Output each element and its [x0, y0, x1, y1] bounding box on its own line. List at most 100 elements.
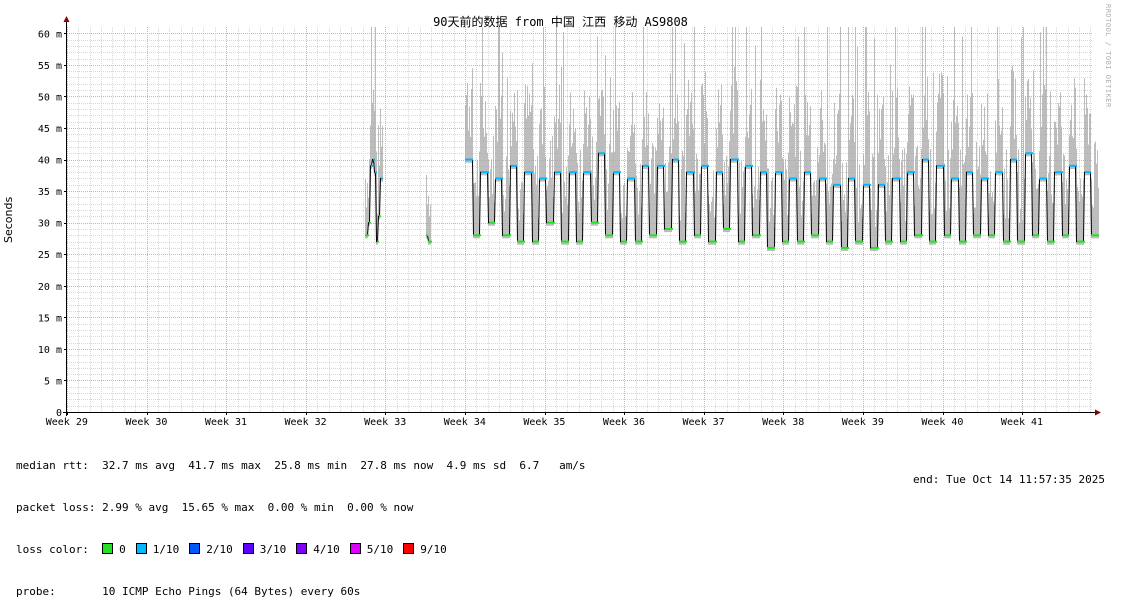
y-tick-label: 0	[56, 408, 62, 419]
median-rtt-point	[615, 171, 617, 174]
median-rtt-point	[893, 177, 895, 180]
median-rtt-point	[969, 171, 971, 174]
median-rtt-point	[755, 234, 757, 237]
median-rtt-line	[365, 159, 383, 243]
median-rtt-point	[687, 171, 689, 174]
median-rtt-point	[749, 164, 751, 167]
median-rtt-point	[529, 171, 531, 174]
median-rtt-point	[637, 240, 639, 243]
legend-item: 4/10	[296, 543, 340, 557]
median-rtt-point	[879, 183, 881, 186]
median-rtt-point	[729, 227, 731, 230]
median-rtt-point	[641, 240, 643, 243]
median-rtt-point	[515, 164, 517, 167]
median-rtt-point	[829, 240, 831, 243]
median-rtt-point	[1059, 171, 1061, 174]
x-tick-label: Week 41	[1001, 417, 1043, 428]
median-rtt-point	[1047, 240, 1049, 243]
median-rtt-point	[993, 234, 995, 237]
median-rtt-point	[823, 177, 825, 180]
median-rtt-point	[1071, 164, 1073, 167]
median-rtt-point	[891, 240, 893, 243]
loss-color-label: loss color:	[16, 543, 89, 556]
median-rtt-point	[545, 177, 547, 180]
median-rtt-point	[757, 234, 759, 237]
median-rtt-point	[975, 234, 977, 237]
median-rtt-point	[611, 234, 613, 237]
median-rtt-point	[995, 171, 997, 174]
legend-label: 3/10	[259, 543, 287, 556]
median-rtt-point	[851, 177, 853, 180]
median-rtt-point	[539, 177, 541, 180]
x-tick-label: Week 30	[125, 417, 167, 428]
median-rtt-point	[959, 240, 961, 243]
median-rtt-point	[485, 171, 487, 174]
median-rtt-point	[661, 164, 663, 167]
y-tick-label: 35 m	[38, 187, 62, 198]
median-rtt-point	[1033, 234, 1035, 237]
median-rtt-point	[1073, 164, 1075, 167]
median-rtt-point	[869, 183, 871, 186]
legend-label: 4/10	[313, 543, 340, 556]
median-rtt-point	[951, 177, 953, 180]
legend-label: 1/10	[152, 543, 180, 556]
median-rtt-point	[1031, 152, 1033, 155]
median-rtt-point	[781, 171, 783, 174]
median-rtt-point	[1005, 240, 1007, 243]
median-rtt-point	[1053, 240, 1055, 243]
median-rtt-point	[1091, 234, 1093, 237]
median-rtt-point	[949, 234, 951, 237]
median-rtt-point	[525, 171, 527, 174]
median-rtt-point	[477, 234, 479, 237]
median-rtt-point	[371, 164, 373, 167]
median-rtt-point	[773, 246, 775, 249]
median-rtt-point	[428, 240, 430, 243]
median-rtt-point	[671, 227, 673, 230]
median-rtt-point	[1079, 240, 1081, 243]
median-rtt-point	[735, 158, 737, 161]
median-rtt-point	[941, 164, 943, 167]
median-rtt-point	[573, 171, 575, 174]
median-rtt-point	[659, 164, 661, 167]
median-rtt-point	[699, 234, 701, 237]
median-rtt-point	[1039, 177, 1041, 180]
median-rtt-point	[497, 177, 499, 180]
median-rtt-point	[853, 177, 855, 180]
median-rtt-point	[1095, 234, 1097, 237]
median-rtt-point	[843, 246, 845, 249]
median-rtt-point	[811, 234, 813, 237]
median-rtt-point	[979, 234, 981, 237]
y-tick-label: 15 m	[38, 313, 62, 324]
median-rtt-point	[581, 240, 583, 243]
median-rtt-point	[631, 177, 633, 180]
median-rtt-layer	[365, 152, 1099, 249]
median-rtt-point	[821, 177, 823, 180]
median-rtt-point	[683, 240, 685, 243]
median-rtt-point	[583, 171, 585, 174]
median-rtt-point	[833, 183, 835, 186]
median-rtt-point	[619, 171, 621, 174]
median-rtt-point	[487, 171, 489, 174]
median-rtt-point	[845, 246, 847, 249]
median-rtt-point	[521, 240, 523, 243]
median-rtt-point	[1065, 234, 1067, 237]
median-rtt-point	[881, 183, 883, 186]
median-rtt-point	[895, 177, 897, 180]
legend-swatch	[189, 543, 201, 554]
median-rtt-point	[1063, 234, 1065, 237]
median-rtt-point	[1069, 164, 1071, 167]
median-rtt-point	[747, 164, 749, 167]
median-rtt-point	[593, 221, 595, 224]
median-rtt-point	[815, 234, 817, 237]
median-rtt-point	[479, 234, 481, 237]
chart-title: 90天前的数据 from 中国 江西 移动 AS9808	[433, 15, 688, 29]
median-rtt-point	[737, 158, 739, 161]
median-rtt-point	[693, 171, 695, 174]
median-rtt-point	[369, 221, 371, 224]
loss-color-legend: 0 1/10 2/10 3/10 4/10 5/10 9/10	[102, 543, 457, 556]
y-tick-label: 10 m	[38, 345, 62, 356]
median-rtt-point	[805, 171, 807, 174]
median-rtt-point	[917, 234, 919, 237]
median-rtt-point	[535, 240, 537, 243]
y-tick-label: 25 m	[38, 250, 62, 261]
